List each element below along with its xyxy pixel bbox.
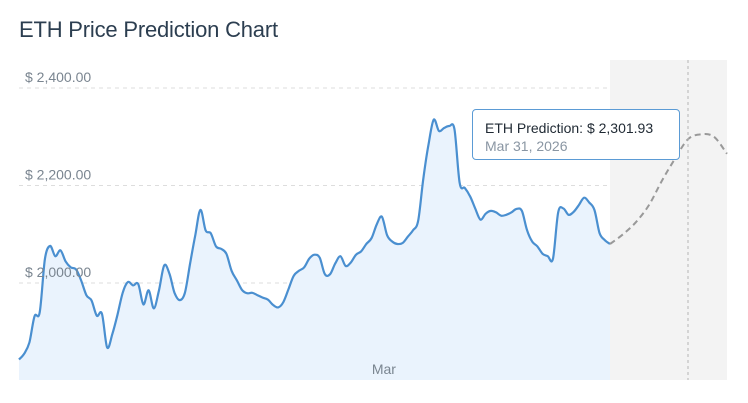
tooltip-label: ETH Prediction: xyxy=(485,120,584,136)
tooltip-date: Mar 31, 2026 xyxy=(485,138,568,154)
axis-labels: $ 2,000.00 $ 2,200.00 $ 2,400.00 Mar xyxy=(25,69,396,377)
tooltip-value: $ 2,301.93 xyxy=(586,120,654,136)
tooltip-value-line: ETH Prediction: $ 2,301.93 xyxy=(485,120,667,136)
y-tick-label: $ 2,000.00 xyxy=(25,264,91,280)
prediction-line[interactable] xyxy=(609,133,728,245)
historical-area xyxy=(19,119,610,380)
x-tick-label: Mar xyxy=(372,361,396,377)
chart-title: ETH Price Prediction Chart xyxy=(19,17,278,42)
forecast-band xyxy=(610,60,727,380)
y-tick-label: $ 2,400.00 xyxy=(25,69,91,85)
prediction-tooltip: ETH Prediction: $ 2,301.93 Mar 31, 2026 xyxy=(472,109,680,160)
y-tick-label: $ 2,200.00 xyxy=(25,167,91,183)
historical-price-line[interactable] xyxy=(18,118,611,361)
